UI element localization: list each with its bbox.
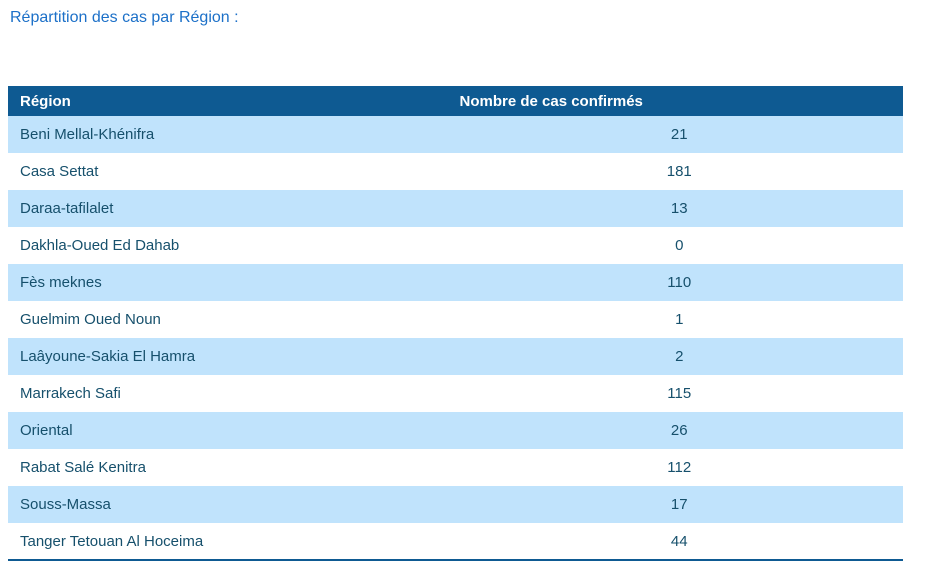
cases-cell: 21 bbox=[670, 126, 688, 143]
cases-cell: 0 bbox=[675, 237, 684, 254]
region-cell: Oriental bbox=[20, 422, 73, 439]
table-row: Tanger Tetouan Al Hoceima 44 bbox=[8, 523, 903, 560]
table-row: Guelmim Oued Noun 1 bbox=[8, 301, 903, 338]
region-cell: Tanger Tetouan Al Hoceima bbox=[20, 532, 204, 550]
table-row: Laâyoune-Sakia El Hamra 2 bbox=[8, 338, 903, 375]
cases-table: Région Nombre de cas confirmés Beni Mell… bbox=[8, 86, 903, 561]
table-header-row: Région Nombre de cas confirmés bbox=[8, 86, 903, 116]
cases-cell: 2 bbox=[675, 348, 684, 365]
cases-cell: 112 bbox=[667, 459, 692, 476]
cases-cell: 13 bbox=[670, 200, 688, 217]
table-row: Casa Settat 181 bbox=[8, 153, 903, 190]
region-cell: Fès meknes bbox=[20, 274, 102, 291]
cases-cell: 181 bbox=[666, 163, 692, 180]
cases-cell: 115 bbox=[667, 385, 692, 402]
region-cell: Rabat Salé Kenitra bbox=[20, 459, 146, 476]
cases-cell: 26 bbox=[670, 422, 688, 439]
table-row: Souss-Massa 17 bbox=[8, 486, 903, 523]
page-title: Répartition des cas par Région : bbox=[10, 9, 239, 26]
table-row: Marrakech Safi 115 bbox=[8, 375, 903, 412]
header-cases: Nombre de cas confirmés bbox=[455, 86, 903, 116]
table-row: Beni Mellal-Khénifra 21 bbox=[8, 116, 903, 153]
region-cell: Souss-Massa bbox=[20, 496, 111, 513]
region-cell: Daraa-tafilalet bbox=[20, 200, 114, 217]
region-cell: Beni Mellal-Khénifra bbox=[20, 126, 155, 143]
region-cell: Laâyoune-Sakia El Hamra bbox=[20, 348, 196, 365]
table-row: Oriental 26 bbox=[8, 412, 903, 449]
cases-cell: 110 bbox=[667, 274, 692, 291]
header-region: Région bbox=[8, 86, 456, 116]
region-cell: Marrakech Safi bbox=[20, 385, 121, 402]
cases-cell: 44 bbox=[670, 532, 688, 550]
region-cell: Guelmim Oued Noun bbox=[20, 311, 161, 328]
region-cell: Dakhla-Oued Ed Dahab bbox=[20, 237, 180, 254]
table-row: Rabat Salé Kenitra 112 bbox=[8, 449, 903, 486]
cases-cell: 17 bbox=[670, 496, 688, 513]
table-row: Dakhla-Oued Ed Dahab 0 bbox=[8, 227, 903, 264]
table-row: Fès meknes 110 bbox=[8, 264, 903, 301]
cases-cell: 1 bbox=[675, 311, 684, 328]
table-row: Daraa-tafilalet 13 bbox=[8, 190, 903, 227]
region-cell: Casa Settat bbox=[20, 163, 99, 180]
